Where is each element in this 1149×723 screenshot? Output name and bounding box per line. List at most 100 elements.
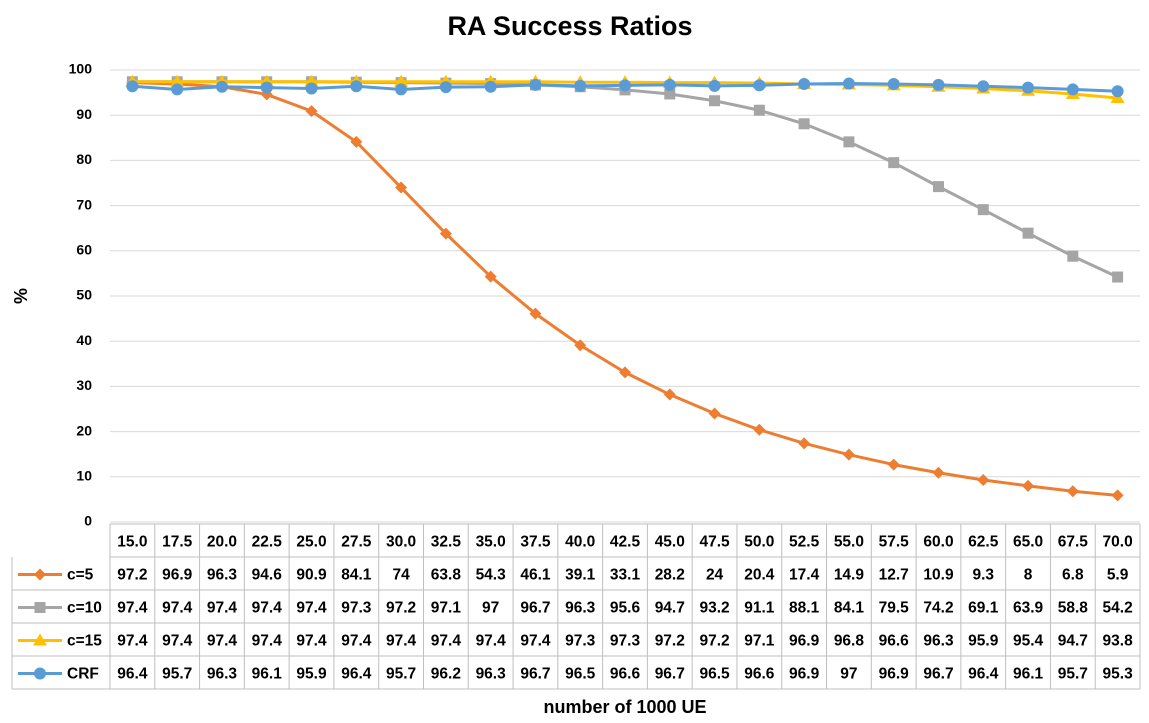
table-value: 97.3 <box>610 633 641 650</box>
table-value: 8 <box>1024 567 1033 584</box>
data-point <box>126 80 139 93</box>
table-value: 54.3 <box>476 567 507 584</box>
data-point <box>709 95 721 107</box>
data-point <box>1111 489 1124 502</box>
table-value: 96.5 <box>699 666 730 683</box>
table-value: 97.4 <box>341 633 372 650</box>
table-value: 96.3 <box>476 666 507 683</box>
table-value: 88.1 <box>789 600 820 617</box>
data-point <box>977 473 990 486</box>
table-value: 95.4 <box>1013 633 1044 650</box>
chart-title: RA Success Ratios <box>447 11 692 41</box>
x-tick-label: 30.0 <box>386 534 416 551</box>
x-tick-label: 47.5 <box>699 534 730 551</box>
table-value: 17.4 <box>789 567 820 584</box>
x-tick-label: 15.0 <box>117 534 147 551</box>
table-value: 9.3 <box>972 567 994 584</box>
table-value: 97 <box>840 666 857 683</box>
data-point <box>753 104 765 116</box>
table-value: 96.7 <box>655 666 685 683</box>
x-tick-label: 45.0 <box>655 534 685 551</box>
table-value: 96.3 <box>207 666 238 683</box>
y-tick-label: 50 <box>76 287 92 303</box>
table-value: 28.2 <box>655 567 685 584</box>
data-point <box>394 74 409 87</box>
table-value: 97.4 <box>117 600 148 617</box>
table-value: 69.1 <box>968 600 999 617</box>
table-value: 63.8 <box>431 567 462 584</box>
table-value: 97 <box>482 600 499 617</box>
table-value: 97.4 <box>117 633 148 650</box>
data-point <box>619 366 631 379</box>
x-tick-label: 17.5 <box>162 534 193 551</box>
table-value: 74 <box>392 567 410 584</box>
table-value: 95.7 <box>162 666 192 683</box>
table-value: 97.4 <box>296 633 327 650</box>
table-value: 94.7 <box>655 600 685 617</box>
data-point <box>887 458 900 471</box>
table-value: 97.3 <box>565 633 596 650</box>
data-point <box>215 80 228 93</box>
y-tick-label: 60 <box>76 242 92 258</box>
x-tick-label: 57.5 <box>879 534 910 551</box>
data-point <box>1066 83 1079 96</box>
x-axis-label: number of 1000 UE <box>543 697 706 717</box>
table-value: 95.9 <box>296 666 327 683</box>
table-value: 63.9 <box>1013 600 1044 617</box>
data-point <box>260 81 273 94</box>
data-point <box>350 80 363 93</box>
table-value: 96.6 <box>744 666 775 683</box>
x-tick-label: 65.0 <box>1013 534 1043 551</box>
data-point <box>484 270 497 283</box>
table-value: 95.9 <box>968 633 999 650</box>
legend-label: CRF <box>67 666 99 683</box>
x-tick-label: 67.5 <box>1058 534 1089 551</box>
y-tick-label: 0 <box>84 513 92 529</box>
series-line <box>132 80 1119 279</box>
data-point <box>1111 85 1124 98</box>
data-point <box>842 77 855 90</box>
data-point <box>395 181 408 194</box>
table-value: 97.4 <box>386 633 417 650</box>
data-point <box>842 448 855 461</box>
data-point <box>529 78 542 91</box>
series-line <box>132 81 1118 497</box>
table-value: 96.7 <box>520 600 550 617</box>
table-value: 95.6 <box>610 600 641 617</box>
x-tick-label: 20.0 <box>207 534 237 551</box>
x-tick-label: 37.5 <box>520 534 551 551</box>
table-value: 96.4 <box>968 666 999 683</box>
data-point <box>574 339 587 352</box>
table-value: 97.4 <box>252 600 283 617</box>
data-point <box>439 227 452 240</box>
table-value: 97.1 <box>431 600 462 617</box>
y-tick-label: 30 <box>76 377 92 393</box>
data-point <box>708 407 721 420</box>
x-tick-label: 50.0 <box>744 534 774 551</box>
table-value: 94.7 <box>1058 633 1088 650</box>
table-value: 96.6 <box>610 666 641 683</box>
table-value: 97.1 <box>744 633 775 650</box>
table-value: 97.2 <box>117 567 147 584</box>
table-value: 96.9 <box>789 633 820 650</box>
x-tick-label: 27.5 <box>341 534 372 551</box>
table-value: 97.2 <box>386 600 416 617</box>
table-value: 93.8 <box>1103 633 1134 650</box>
table-value: 97.4 <box>252 633 283 650</box>
data-point <box>932 466 945 479</box>
table-value: 96.3 <box>923 633 954 650</box>
table-value: 94.6 <box>252 567 283 584</box>
x-tick-label: 52.5 <box>789 534 820 551</box>
data-point <box>887 78 900 91</box>
table-value: 6.8 <box>1062 567 1084 584</box>
table-value: 96.3 <box>565 600 596 617</box>
data-point <box>305 82 318 95</box>
data-point <box>798 437 811 450</box>
data-point <box>977 204 989 216</box>
data-point <box>529 307 542 320</box>
table-value: 96.9 <box>879 666 910 683</box>
table-value: 79.5 <box>879 600 910 617</box>
data-point <box>798 118 810 130</box>
data-point <box>305 105 318 118</box>
